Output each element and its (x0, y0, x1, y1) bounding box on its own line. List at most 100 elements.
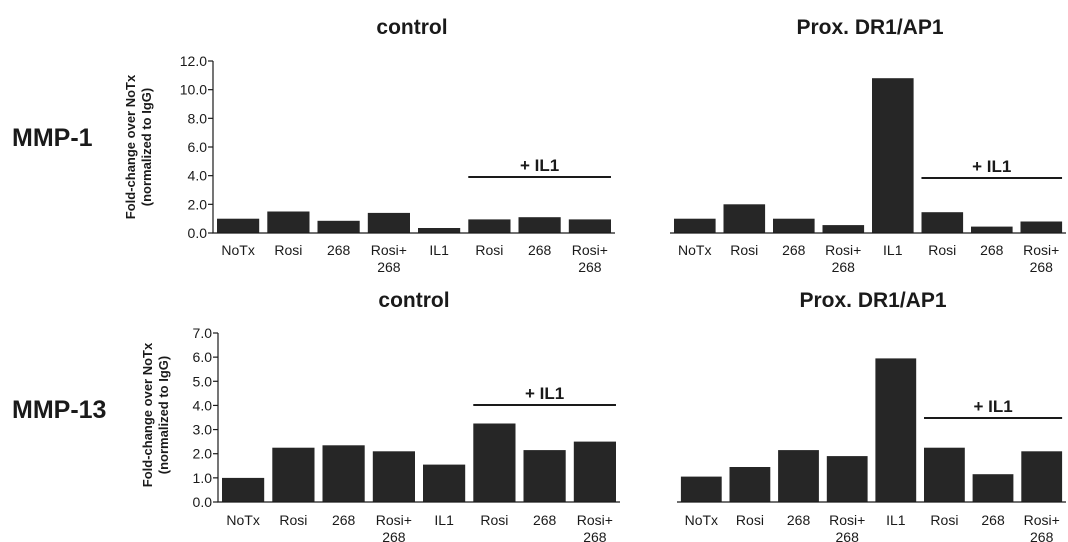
y-tick-label: 12.0 (180, 53, 207, 69)
category-label: IL1 (883, 242, 903, 258)
bar (674, 218, 716, 233)
group-bracket-label: + IL1 (520, 156, 559, 175)
chart-panel-mmp1-control: 0.0 2.0 4.0 6.0 8.0 10.0 12.0 NoTx Rosi 268 Rosi+ 2… (180, 53, 615, 275)
bar (523, 450, 566, 502)
bar (367, 212, 410, 233)
bar (1020, 221, 1063, 233)
y-tick-label: 5.0 (193, 373, 213, 389)
category-label: IL1 (429, 242, 449, 258)
panel-title-top-left: control (376, 16, 447, 39)
group-bracket-label: + IL1 (973, 397, 1012, 416)
category-label: NoTx (678, 242, 711, 258)
bar (473, 423, 516, 502)
category-label: Rosi (928, 242, 956, 258)
category-label: Rosi (930, 512, 958, 528)
y-tick-label: 2.0 (193, 446, 213, 462)
axis-line (212, 61, 615, 234)
bar (680, 476, 722, 502)
category-label: 268 (528, 242, 552, 258)
category-label: Rosi (730, 242, 758, 258)
bar (372, 451, 415, 502)
category-label: IL1 (886, 512, 906, 528)
y-tick-label: 0.0 (193, 494, 213, 510)
category-label: 268 (327, 242, 351, 258)
bar (222, 477, 265, 502)
bar (1021, 451, 1063, 502)
category-label: Rosi (475, 242, 503, 258)
group-bracket-label: + IL1 (972, 157, 1011, 176)
chart-panel-mmp1-prox-dr1-ap1: NoTx Rosi 268 Rosi+ 268 IL1 Rosi 268 Rosi+ 268 + I… (670, 78, 1066, 275)
panel-title-top-right: Prox. DR1/AP1 (796, 16, 943, 39)
chart-panel-mmp13-prox-dr1-ap1: NoTx Rosi 268 Rosi+ 268 IL1 Rosi 268 Rosi+ 268 + I… (677, 358, 1066, 542)
category-label: 268 (782, 242, 806, 258)
category-label: 268 (787, 512, 811, 528)
bar (921, 212, 964, 233)
bar (972, 474, 1014, 502)
bar (423, 464, 466, 502)
y-axis-title-line1: Fold-change over NoTx (123, 74, 138, 219)
group-bracket-label: + IL1 (525, 384, 564, 403)
category-label: 268 (981, 512, 1005, 528)
bar (723, 204, 766, 233)
bar (468, 219, 511, 233)
category-label: 268 (533, 512, 557, 528)
y-tick-label: 0.0 (188, 225, 208, 241)
bar (573, 441, 616, 502)
category-label: NoTx (685, 512, 718, 528)
row-label-mmp13: MMP-13 (12, 396, 106, 424)
y-axis-title-bottom: Fold-change over NoTx (normalized to IgG… (140, 342, 171, 487)
y-tick-label: 10.0 (180, 82, 207, 98)
row-label-mmp1: MMP-1 (12, 124, 93, 152)
category-label: IL1 (434, 512, 454, 528)
y-tick-label: 6.0 (193, 349, 213, 365)
bar (418, 228, 461, 233)
y-axis-title-line2: (normalized to IgG) (156, 356, 171, 474)
category-label: Rosi+ 268 (577, 512, 613, 542)
category-label: Rosi+ 268 (1024, 512, 1060, 542)
y-axis-title-top: Fold-change over NoTx (normalized to IgG… (123, 74, 154, 219)
y-tick-label: 2.0 (188, 196, 208, 212)
category-label: NoTx (221, 242, 254, 258)
y-tick-label: 3.0 (193, 422, 213, 438)
category-label: Rosi+ 268 (825, 242, 861, 275)
y-tick-label: 7.0 (193, 325, 213, 341)
y-axis-title-line2: (normalized to IgG) (139, 88, 154, 206)
y-tick-label: 1.0 (193, 470, 213, 486)
category-label: Rosi+ 268 (376, 512, 412, 542)
bar (822, 225, 865, 233)
bar (875, 358, 917, 502)
category-label: 268 (332, 512, 356, 528)
y-tick-label: 4.0 (188, 168, 208, 184)
y-tick-label: 8.0 (188, 110, 208, 126)
bar (272, 447, 315, 502)
category-label: Rosi (279, 512, 307, 528)
category-label: Rosi+ 268 (371, 242, 407, 275)
bar (773, 218, 815, 233)
y-axis-title-line1: Fold-change over NoTx (140, 342, 155, 487)
bar (971, 226, 1013, 233)
panel-title-bottom-right: Prox. DR1/AP1 (799, 289, 946, 312)
bar (317, 220, 360, 233)
category-label: Rosi+ 268 (1023, 242, 1059, 275)
category-label: NoTx (226, 512, 259, 528)
category-label: Rosi (736, 512, 764, 528)
bar (217, 218, 260, 233)
bar (924, 447, 965, 502)
bar (778, 450, 819, 502)
y-tick-label: 6.0 (188, 139, 208, 155)
bar (568, 219, 611, 233)
bar (322, 445, 365, 502)
bar (826, 456, 868, 502)
category-label: 268 (980, 242, 1004, 258)
bar (518, 217, 561, 233)
category-label: Rosi (480, 512, 508, 528)
category-label: Rosi+ 268 (572, 242, 608, 275)
bar (872, 78, 914, 233)
panel-title-bottom-left: control (378, 289, 449, 312)
bar (729, 467, 771, 502)
bar (267, 211, 310, 233)
y-tick-label: 4.0 (193, 397, 213, 413)
category-label: Rosi (274, 242, 302, 258)
